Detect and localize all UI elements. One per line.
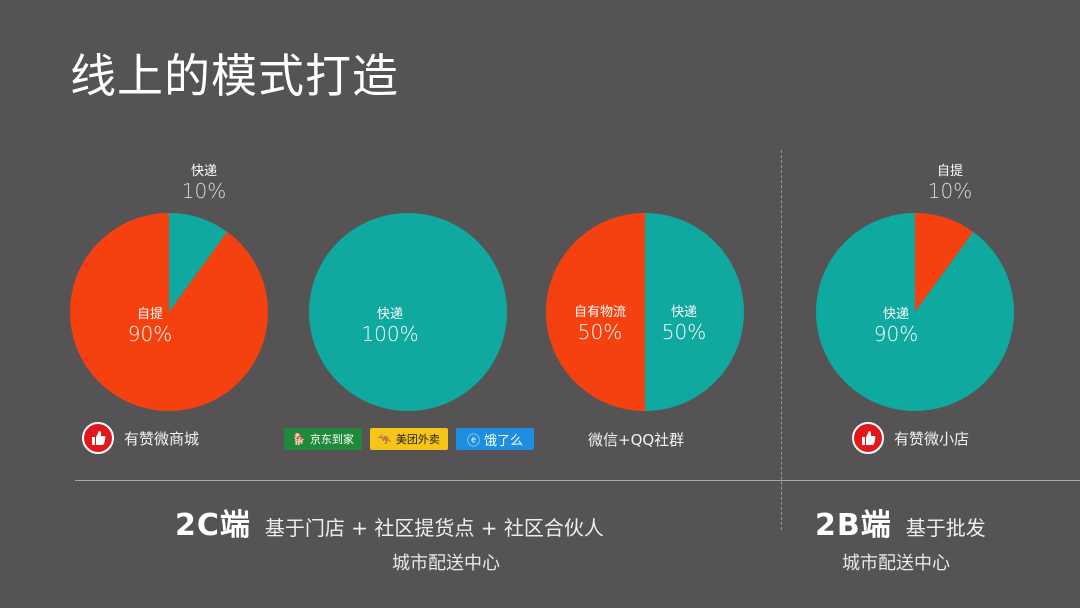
- eleme-logo: ⓔ 饿了么: [456, 428, 534, 450]
- eleme-icon: ⓔ: [466, 433, 480, 449]
- pie-3-label-left: 自有物流 50%: [573, 305, 627, 344]
- youzan-store-label: 有赞微小店: [894, 429, 970, 448]
- pie-2-svg: [309, 213, 507, 411]
- pie-3-slice-2-name: 自有物流: [573, 305, 627, 320]
- pie-3-slice-1-value: 50%: [661, 319, 707, 344]
- pie-2-slice-1: [309, 213, 507, 411]
- meituan-kangaroo-icon: 🦘: [378, 432, 392, 446]
- pie-2-label-main: 快递 100%: [361, 307, 419, 346]
- pie-3-slice-2: [546, 213, 645, 411]
- pie-chart-1: [69, 213, 268, 411]
- pie-1-svg: [69, 213, 268, 411]
- pie-4-slice-1-value: 10%: [927, 178, 973, 203]
- meituan-waimai-logo: 🦘 美团外卖: [370, 428, 448, 450]
- section-2b-subtitle: 城市配送中心: [842, 553, 950, 574]
- pie-1-slice-2-value: 90%: [127, 321, 173, 346]
- pie-chart-3: [546, 213, 744, 411]
- pie-4-slice-2: [816, 213, 1014, 411]
- pie-4-label-top: 自提 10%: [927, 164, 973, 203]
- jd-dog-icon: 🐕: [292, 432, 306, 446]
- section-2c-subtitle: 城市配送中心: [392, 553, 500, 574]
- pie-3-slice-2-value: 50%: [577, 319, 623, 344]
- pie-3-label-right: 快递 50%: [661, 305, 707, 344]
- section-2c-description: 基于门店 + 社区提货点 + 社区合伙人: [264, 516, 604, 540]
- pie-4-slice-2-name: 快递: [882, 307, 910, 322]
- pie-1-slice-1-name: 快递: [190, 164, 218, 179]
- pie-1-slice-2: [69, 213, 268, 411]
- pie-1-slice-1: [169, 213, 228, 312]
- pie-2-slice-1-value: 100%: [361, 321, 419, 346]
- vertical-divider: [781, 150, 782, 530]
- section-2b-title: 2B端: [815, 508, 892, 543]
- section-2b-heading: 2B端 基于批发: [815, 500, 986, 544]
- youzan-store-brand: 有赞微小店: [852, 422, 969, 454]
- pie-3-slice-1: [645, 213, 744, 411]
- section-2c-title: 2C端: [175, 508, 251, 543]
- youzan-mall-brand: 有赞微商城: [82, 422, 199, 454]
- pie-4-svg: [816, 213, 1014, 411]
- thumbs-up-icon: [852, 422, 884, 454]
- pie-chart-2: [309, 213, 507, 411]
- wechat-qq-brand: 微信+QQ社群: [588, 429, 684, 450]
- pie-1-slice-1-value: 10%: [181, 178, 227, 203]
- page-title: 线上的模式打造: [70, 49, 399, 103]
- youzan-mall-label: 有赞微商城: [124, 429, 200, 448]
- pie-4-slice-2-value: 90%: [873, 321, 919, 346]
- pie-3-slice-1-name: 快递: [670, 305, 698, 320]
- pie-2-slice-1-name: 快递: [376, 307, 403, 322]
- section-2c-heading: 2C端 基于门店 + 社区提货点 + 社区合伙人: [175, 500, 604, 544]
- pie-1-label-main: 自提 90%: [127, 307, 173, 346]
- jd-daojia-logo: 🐕 京东到家: [284, 428, 362, 450]
- pie-chart-4: [816, 213, 1014, 411]
- pie-4-slice-1: [915, 213, 974, 312]
- pie-1-label-top: 快递 10%: [181, 164, 227, 203]
- pie-3-svg: [546, 213, 744, 411]
- pie-4-slice-1-name: 自提: [936, 164, 964, 179]
- section-2b-description: 基于批发: [905, 516, 986, 540]
- pie-4-label-main: 快递 90%: [873, 307, 919, 346]
- wechat-qq-label: 微信+QQ社群: [588, 431, 685, 449]
- pie-1-slice-2-name: 自提: [136, 307, 164, 322]
- thumbs-up-icon: [82, 422, 114, 454]
- horizontal-divider: [75, 480, 1080, 481]
